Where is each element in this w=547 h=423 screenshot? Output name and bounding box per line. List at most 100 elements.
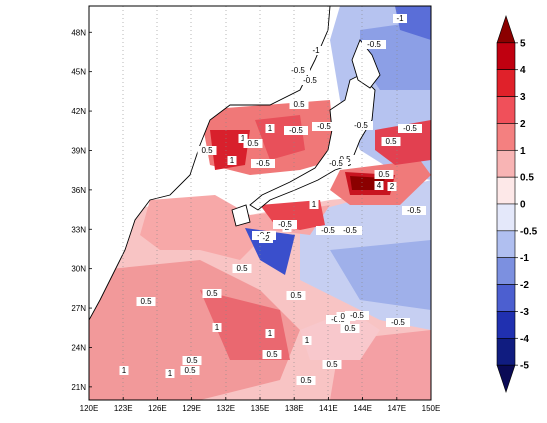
contour-label: -0.5 (321, 226, 335, 235)
contour-label-bg (312, 122, 336, 131)
contour-label-bg (238, 134, 248, 143)
contour-label-bg (402, 206, 426, 215)
contour-label: 0.5 (184, 366, 196, 375)
contour-label: 1 (168, 369, 173, 378)
contour-label: -0.5 (343, 226, 357, 235)
contour-label-bg (202, 289, 222, 298)
contour-label: 1 (230, 156, 235, 165)
contour-label: 4 (377, 181, 382, 190)
graticule (122, 6, 398, 400)
colorbar-band (496, 203, 516, 232)
colorbar: 5 4 3 2 1 0.5 0 -0.5 -1 -2 -3 -4 -5 (496, 15, 538, 393)
contour-label-bg (251, 159, 275, 168)
contour-label: -0.5 (391, 318, 405, 327)
contour-label: 0.5 (290, 291, 302, 300)
colorbar-band (496, 42, 516, 71)
contour-label-bg (349, 121, 373, 130)
lon-tick-label: 129E (182, 404, 201, 413)
contour-label-bg (165, 369, 175, 378)
colorbar-band (496, 15, 516, 44)
contour-label: 0.5 (140, 297, 152, 306)
colorbar-label: 3 (520, 92, 526, 103)
colorbar-label: 2 (520, 119, 526, 130)
colorbar-band (496, 311, 516, 339)
lat-tick-label: 30N (71, 265, 86, 274)
contour-label: 0.5 (326, 360, 338, 369)
colorbar-label: -3 (520, 307, 529, 318)
contour-label-bg (338, 226, 362, 235)
colorbar-label: -1 (520, 253, 529, 264)
colorbar-band (496, 123, 516, 151)
contour-label-bg (197, 146, 217, 155)
contour-label: 0.5 (236, 264, 248, 273)
colorbar-band (496, 69, 516, 97)
longitude-axis: 120E 123E 126E 129E 132E 135E 138E 141E 144E 147E… (80, 397, 441, 413)
colorbar-label: 0 (520, 200, 526, 211)
lat-tick-label: 45N (71, 68, 86, 77)
contour-label-bg (119, 366, 129, 375)
contour-labels: -1-0.5-1-0.5-0.50.5-0.5-0.510.51-0.510.5… (119, 14, 426, 385)
lat-tick-label: 27N (71, 304, 86, 313)
contour-label: -0.5 (278, 220, 292, 229)
contour-label-bg (265, 124, 275, 133)
lon-tick-label: 120E (80, 404, 99, 413)
colorbar-band (496, 176, 516, 205)
colorbar-label: -0.5 (520, 226, 538, 237)
colorbar-label: -2 (520, 280, 529, 291)
contour-label: -2 (262, 234, 270, 243)
contour-label: -0.5 (291, 66, 305, 75)
contour-label: -1 (396, 14, 404, 23)
lon-tick-label: 138E (285, 404, 304, 413)
contour-label: -0.5 (329, 159, 343, 168)
land (89, 6, 381, 321)
contour-label: 1 (122, 366, 127, 375)
contour-label: 0.5 (385, 137, 397, 146)
colorbar-band (496, 364, 516, 393)
lat-tick-label: 24N (71, 343, 86, 352)
colorbar-band (496, 149, 516, 178)
contour-label: 1 (312, 200, 317, 209)
contour-label: 1 (305, 336, 310, 345)
contour-label-bg (374, 170, 394, 179)
contour-label: -0.5 (256, 159, 270, 168)
contour-label-bg (259, 234, 273, 243)
lon-tick-label: 147E (387, 404, 406, 413)
contour-label-bg (345, 311, 369, 320)
contour-label-bg (398, 124, 422, 133)
contour-label-bg (387, 182, 397, 191)
contour-label: 0.5 (247, 139, 259, 148)
contour-label-bg (265, 329, 275, 338)
contour-label-bg (309, 200, 319, 209)
contour-label-bg (284, 126, 308, 135)
contour-label-bg (227, 156, 237, 165)
contour-label: 0.5 (266, 350, 278, 359)
colorbar-label: -5 (520, 361, 529, 372)
contour-label: 0.5 (344, 324, 356, 333)
lat-tick-label: 36N (71, 186, 86, 195)
contour-label-bg (232, 264, 252, 273)
lat-tick-label: 21N (71, 383, 86, 392)
contour-label-bg (212, 323, 222, 332)
contour-label: 2 (390, 182, 395, 191)
colorbar-band (496, 96, 516, 124)
colorbar-label: 4 (520, 65, 526, 76)
colorbar-band (496, 230, 516, 259)
contour-label: -0.5 (403, 124, 417, 133)
contour-label: 0.5 (378, 170, 390, 179)
contour-label: 1 (268, 329, 273, 338)
lon-tick-label: 132E (216, 404, 235, 413)
contour-label: 0.5 (206, 289, 218, 298)
contour-label-bg (296, 376, 316, 385)
lon-tick-label: 144E (353, 404, 372, 413)
contour-label: -0.5 (289, 126, 303, 135)
lon-tick-label: 135E (251, 404, 270, 413)
contour-label: -0.5 (367, 40, 381, 49)
contour-label-bg (324, 159, 348, 168)
lat-tick-label: 39N (71, 146, 86, 155)
contour-label-bg (180, 366, 200, 375)
contour-label: -0.5 (354, 121, 368, 130)
contour-label-bg (289, 100, 309, 109)
lon-tick-label: 150E (422, 404, 441, 413)
contour-label-bg (262, 350, 282, 359)
